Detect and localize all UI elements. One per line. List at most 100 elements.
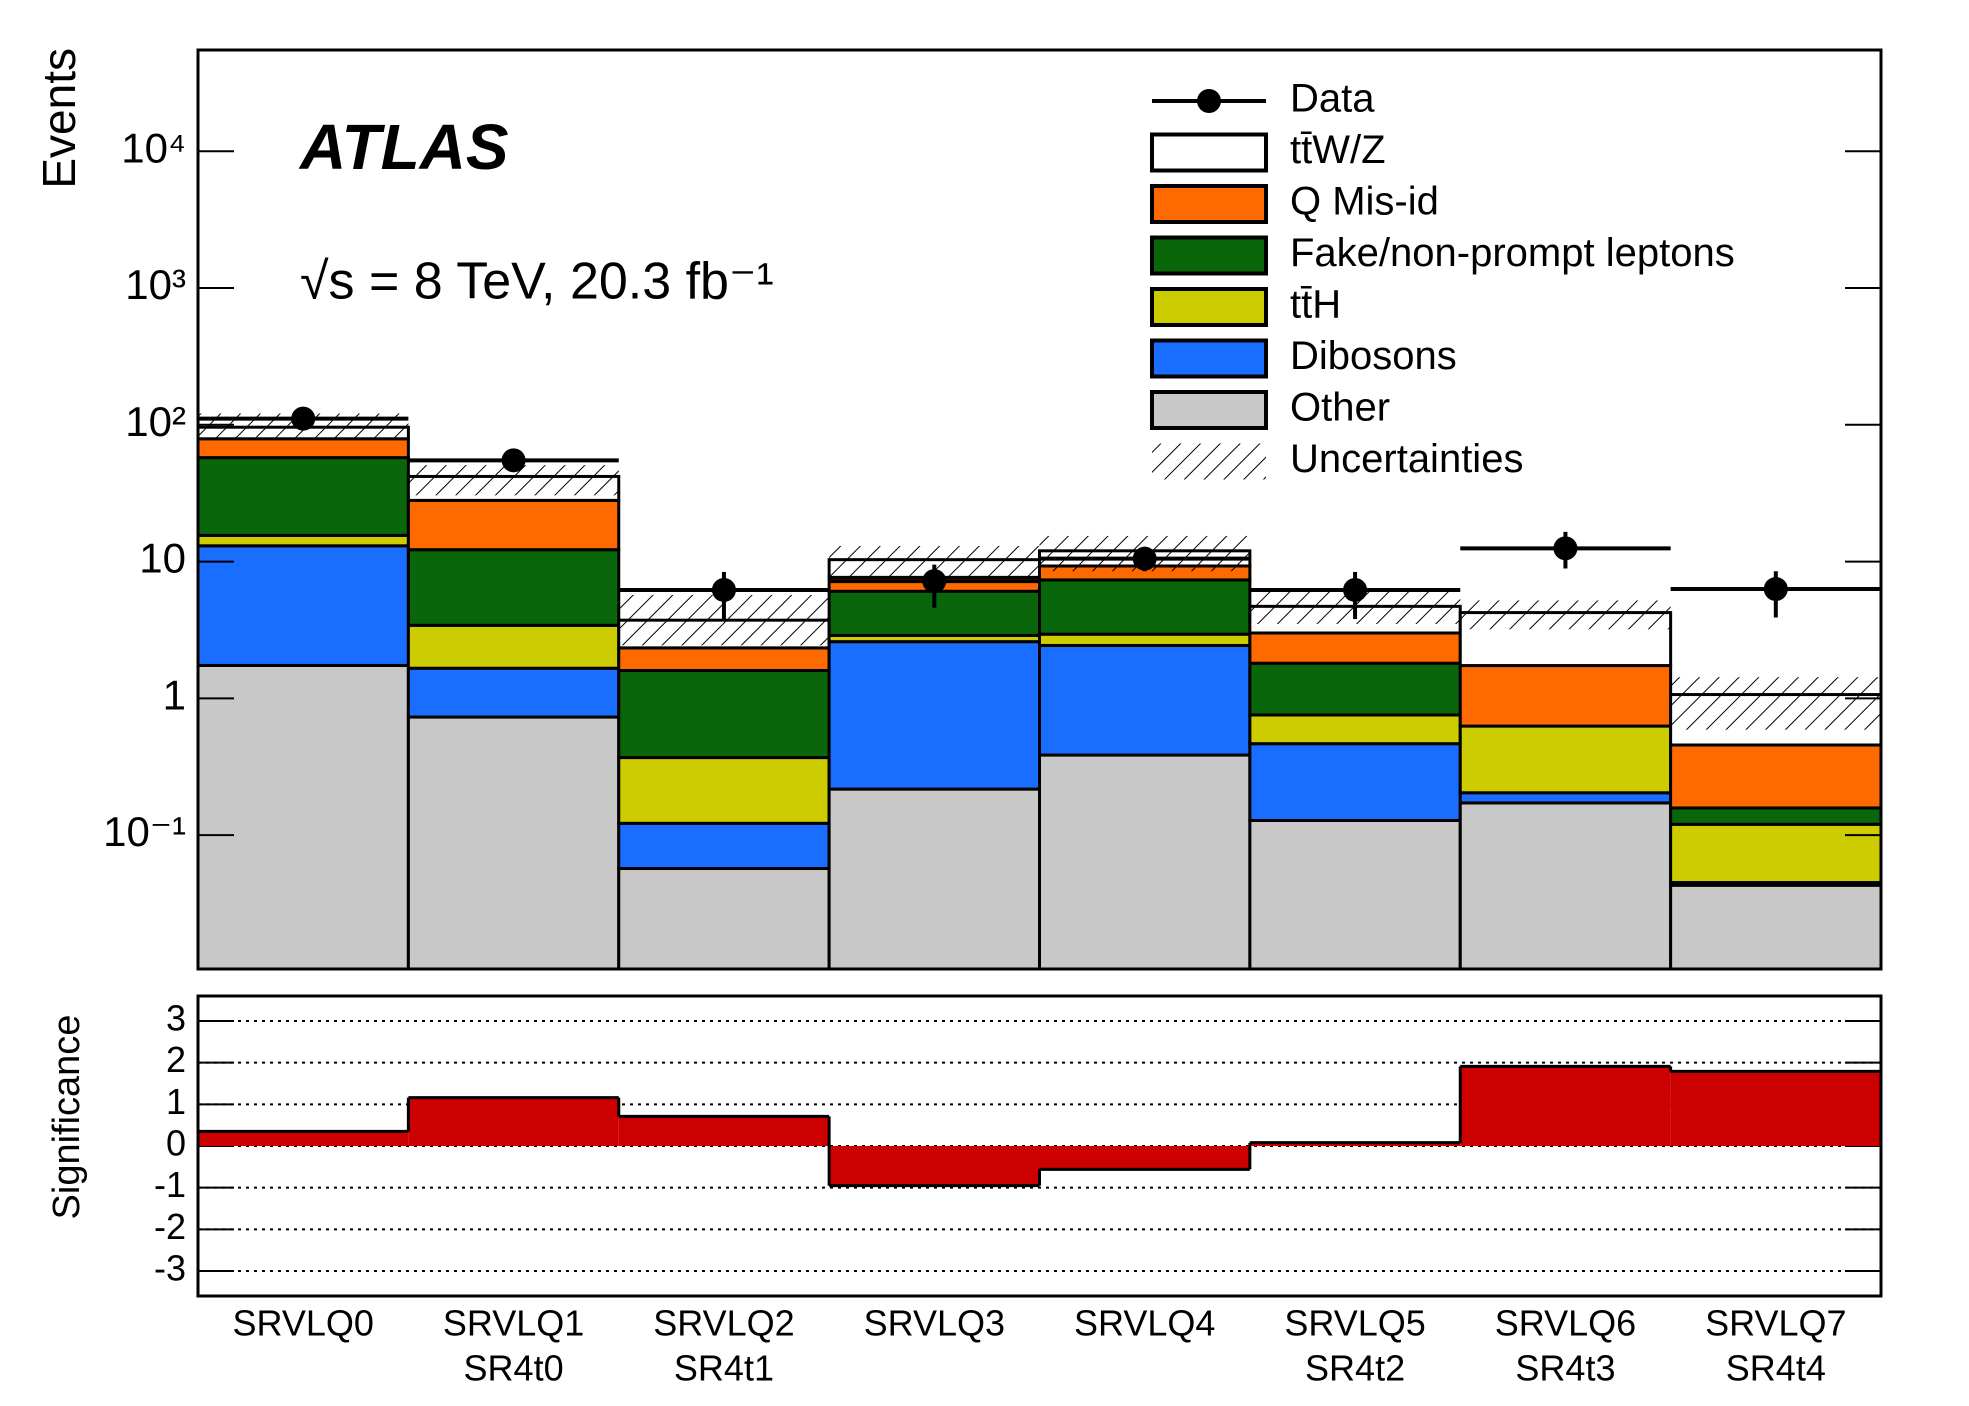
y-tick-label: 10 — [139, 535, 186, 582]
y-tick-label: -2 — [154, 1206, 186, 1247]
legend-label: Data — [1290, 77, 1375, 121]
significance-bar — [829, 1146, 1040, 1186]
stack-segment — [1669, 806, 1883, 826]
x-tick-label: SRVLQ2 — [653, 1303, 794, 1344]
x-tick-label: SRVLQ6 — [1495, 1303, 1636, 1344]
plot-frame — [196, 48, 1883, 971]
significance-bar — [1460, 1066, 1671, 1146]
data-point — [1763, 577, 1788, 602]
stack-segment — [1248, 713, 1462, 746]
x-tick-label: SRVLQ1 — [443, 1303, 584, 1344]
legend-swatch — [1150, 287, 1268, 327]
stack-segment — [1458, 724, 1673, 795]
x-tick-label: SR4t2 — [1305, 1348, 1405, 1389]
stack-segment — [406, 623, 621, 670]
legend-swatch — [1150, 390, 1268, 430]
data-point — [711, 577, 736, 602]
stack-segment — [1458, 791, 1673, 805]
stack-segment — [1038, 753, 1252, 971]
data-point — [291, 406, 316, 431]
significance-bar — [1670, 1071, 1881, 1146]
y-tick-label: 1 — [163, 671, 186, 718]
y-tick-label: 10⁻¹ — [103, 808, 186, 855]
stack-segment — [406, 715, 621, 971]
legend-label: Other — [1290, 386, 1390, 430]
x-tick-label: SRVLQ7 — [1705, 1303, 1846, 1344]
x-tick-label: SRVLQ0 — [232, 1303, 373, 1344]
legend-swatch — [1150, 132, 1268, 173]
uncertainty-band — [1460, 600, 1671, 630]
plot-frame — [196, 994, 1883, 1298]
legend-swatch — [1150, 235, 1268, 276]
uncertainty-band — [1670, 677, 1881, 730]
stack-segment — [1669, 743, 1883, 810]
stack-segment — [617, 646, 831, 672]
legend-swatch — [1152, 443, 1266, 480]
x-tick-label: SR4t1 — [674, 1348, 774, 1389]
data-point — [1553, 536, 1578, 561]
stack-segment — [1248, 661, 1462, 717]
y-tick-label: 1 — [166, 1081, 186, 1122]
y-axis-label: Significance — [46, 1015, 88, 1220]
stack-segment — [1248, 818, 1462, 971]
legend-label: Fake/non-prompt leptons — [1290, 231, 1735, 275]
stack-segment — [1038, 643, 1252, 757]
stack-segment — [196, 533, 410, 548]
legend-label: Dibosons — [1290, 334, 1457, 378]
y-tick-label: -3 — [154, 1248, 186, 1289]
stack-segment — [406, 498, 621, 552]
y-tick-label: 3 — [166, 998, 186, 1039]
legend-swatch — [1150, 184, 1268, 224]
significance-bar — [198, 1131, 409, 1146]
legend-swatch — [1150, 338, 1268, 379]
experiment-label: ATLAS — [298, 111, 509, 183]
stack-segment — [1669, 822, 1883, 885]
data-point — [922, 569, 947, 594]
y-tick-label: 10² — [125, 398, 186, 445]
significance-bar — [1039, 1146, 1250, 1170]
x-tick-label: SR4t4 — [1726, 1348, 1826, 1389]
legend-label: tt̄W/Z — [1290, 128, 1386, 172]
legend-label: Uncertainties — [1290, 437, 1523, 481]
stack-segment — [827, 787, 1041, 971]
stack-segment — [1248, 742, 1462, 822]
stack-segment — [406, 666, 621, 719]
y-tick-label: 0 — [166, 1123, 186, 1164]
stack-segment — [196, 663, 410, 971]
y-tick-label: 10³ — [125, 261, 186, 308]
stack-segment — [617, 867, 831, 971]
data-point — [1343, 577, 1368, 602]
stack-segment — [196, 544, 410, 667]
stack-segment — [1458, 801, 1673, 971]
stack-segment — [1038, 632, 1252, 647]
x-tick-label: SRVLQ3 — [864, 1303, 1005, 1344]
stack-segment — [196, 456, 410, 537]
x-tick-label: SRVLQ5 — [1284, 1303, 1425, 1344]
stack-segment — [1038, 578, 1252, 636]
y-tick-label: 10⁴ — [121, 124, 186, 171]
significance-bar — [618, 1116, 830, 1146]
x-tick-label: SR4t0 — [464, 1348, 564, 1389]
stack-segment — [617, 821, 831, 871]
x-tick-label: SRVLQ4 — [1074, 1303, 1215, 1344]
data-point — [501, 448, 526, 473]
significance-bar — [408, 1097, 619, 1146]
energy-label: √s = 8 TeV, 20.3 fb⁻¹ — [300, 253, 774, 311]
stack-segment — [196, 437, 410, 460]
significance-bar — [1249, 1142, 1461, 1146]
y-axis-label: Events — [33, 48, 85, 189]
stack-segment — [827, 640, 1041, 791]
legend-label: Q Mis-id — [1290, 180, 1439, 224]
y-tick-label: -1 — [154, 1164, 186, 1205]
stack-segment — [1458, 664, 1673, 728]
y-tick-label: 2 — [166, 1039, 186, 1080]
stack-segment — [1669, 883, 1883, 971]
stack-segment — [1248, 631, 1462, 665]
stack-segment — [406, 548, 621, 627]
data-point — [1132, 546, 1157, 571]
x-tick-label: SR4t3 — [1515, 1348, 1615, 1389]
legend-marker — [1197, 89, 1221, 113]
stack-segment — [617, 756, 831, 825]
legend-label: tt̄H — [1290, 283, 1341, 327]
